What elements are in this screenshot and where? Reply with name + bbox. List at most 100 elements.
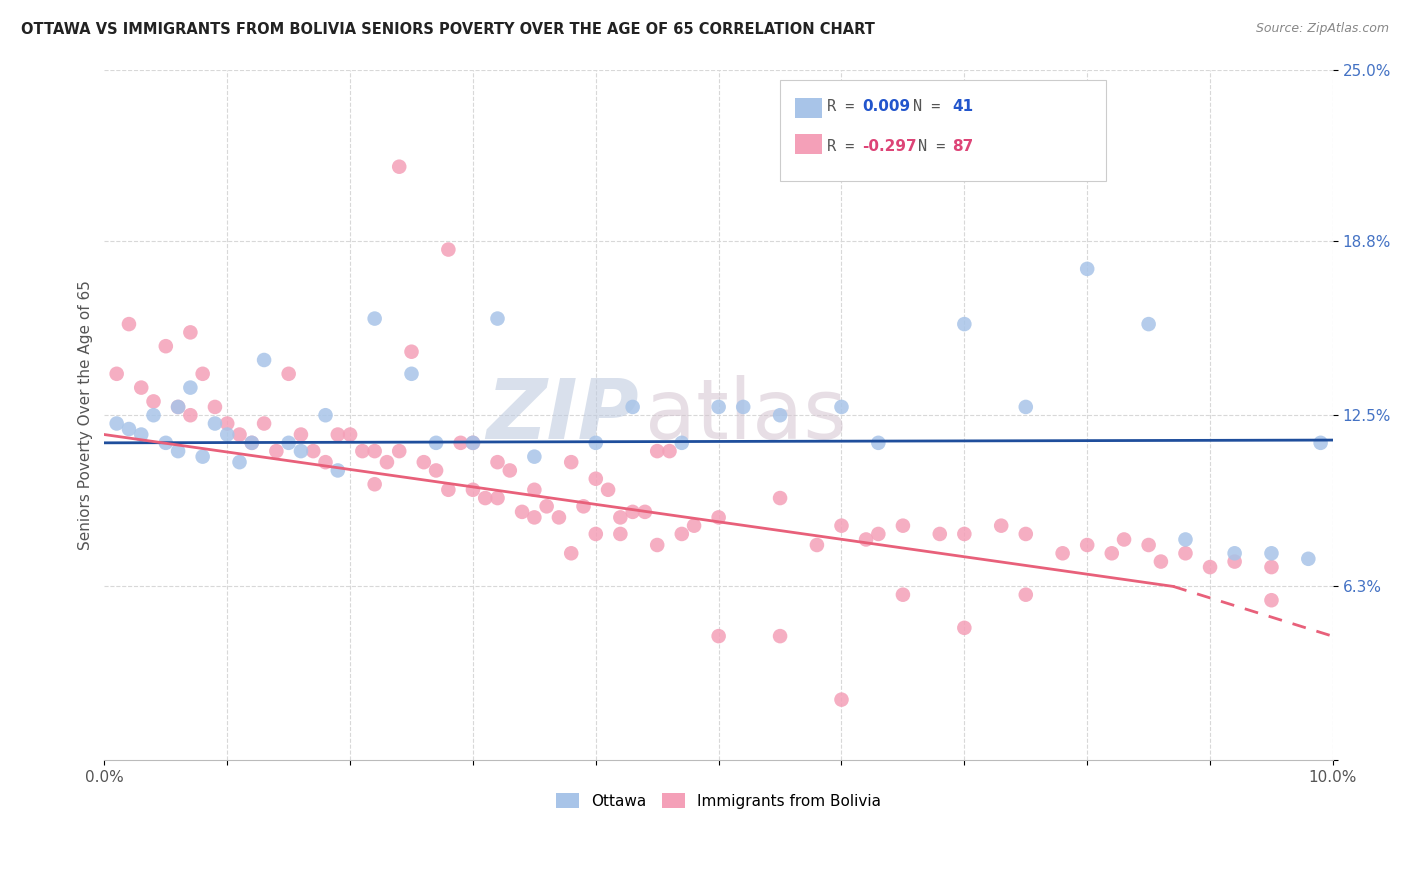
Point [142, 394, 165, 409]
Point [191, 450, 214, 464]
Point [217, 427, 239, 442]
Point [1223, 555, 1246, 569]
Text: ZIP: ZIP [486, 375, 638, 456]
Point [634, 505, 657, 519]
Point [523, 483, 546, 497]
Point [401, 367, 423, 381]
Text: OTTAWA VS IMMIGRANTS FROM BOLIVIA SENIORS POVERTY OVER THE AGE OF 65 CORRELATION: OTTAWA VS IMMIGRANTS FROM BOLIVIA SENIOR… [21, 22, 875, 37]
Point [560, 546, 582, 560]
Point [1101, 546, 1123, 560]
Point [461, 435, 484, 450]
Point [363, 477, 385, 491]
Point [1015, 527, 1038, 541]
Point [326, 427, 349, 442]
Point [523, 450, 546, 464]
Point [363, 311, 385, 326]
Text: N =: N = [912, 99, 949, 114]
Point [707, 400, 730, 414]
Text: 87: 87 [952, 139, 973, 154]
Point [585, 435, 607, 450]
Text: -0.297: -0.297 [862, 139, 917, 154]
Point [315, 408, 337, 422]
Point [155, 339, 177, 353]
Point [868, 435, 890, 450]
Point [302, 444, 325, 458]
Point [412, 455, 434, 469]
Point [1076, 538, 1098, 552]
Point [1112, 533, 1135, 547]
Point [179, 326, 201, 340]
Point [499, 463, 522, 477]
Text: 41: 41 [952, 99, 973, 114]
Point [585, 472, 607, 486]
Point [375, 455, 398, 469]
Point [167, 400, 190, 414]
Point [486, 455, 509, 469]
Point [733, 400, 755, 414]
Text: R =: R = [827, 99, 863, 114]
Point [671, 527, 693, 541]
Point [129, 427, 152, 442]
Point [1174, 533, 1197, 547]
Point [388, 160, 411, 174]
Text: atlas: atlas [645, 375, 846, 456]
Point [240, 435, 263, 450]
Point [990, 518, 1012, 533]
Point [129, 381, 152, 395]
Point [179, 408, 201, 422]
Point [352, 444, 374, 458]
Point [1199, 560, 1222, 574]
Point [253, 353, 276, 368]
FancyBboxPatch shape [780, 80, 1105, 180]
Point [388, 444, 411, 458]
Point [1298, 551, 1320, 566]
Point [1260, 593, 1282, 607]
Point [769, 629, 792, 643]
Point [253, 417, 276, 431]
Point [953, 621, 976, 635]
Point [450, 435, 472, 450]
Point [806, 538, 828, 552]
Point [401, 344, 423, 359]
Point [142, 408, 165, 422]
Legend: Ottawa, Immigrants from Bolivia: Ottawa, Immigrants from Bolivia [550, 787, 887, 815]
Point [609, 510, 631, 524]
Point [645, 538, 668, 552]
Point [621, 505, 644, 519]
Point [437, 483, 460, 497]
Text: R =: R = [827, 139, 863, 154]
Point [1076, 261, 1098, 276]
Point [204, 400, 226, 414]
Point [707, 510, 730, 524]
Point [645, 444, 668, 458]
Point [167, 444, 190, 458]
Point [1015, 588, 1038, 602]
Point [105, 367, 128, 381]
Point [707, 629, 730, 643]
Point [1137, 538, 1160, 552]
Point [326, 463, 349, 477]
Point [228, 455, 250, 469]
Point [486, 491, 509, 505]
Point [461, 435, 484, 450]
Point [769, 408, 792, 422]
Point [1137, 317, 1160, 331]
Point [228, 427, 250, 442]
Point [290, 444, 312, 458]
Point [1223, 546, 1246, 560]
Point [658, 444, 681, 458]
Point [769, 491, 792, 505]
Text: N =: N = [918, 139, 955, 154]
Point [831, 518, 853, 533]
Point [585, 527, 607, 541]
Point [1150, 555, 1173, 569]
Point [425, 435, 447, 450]
Point [510, 505, 533, 519]
Point [363, 444, 385, 458]
Point [1260, 560, 1282, 574]
Point [461, 483, 484, 497]
Point [572, 500, 595, 514]
Point [167, 400, 190, 414]
Point [671, 435, 693, 450]
Point [621, 400, 644, 414]
